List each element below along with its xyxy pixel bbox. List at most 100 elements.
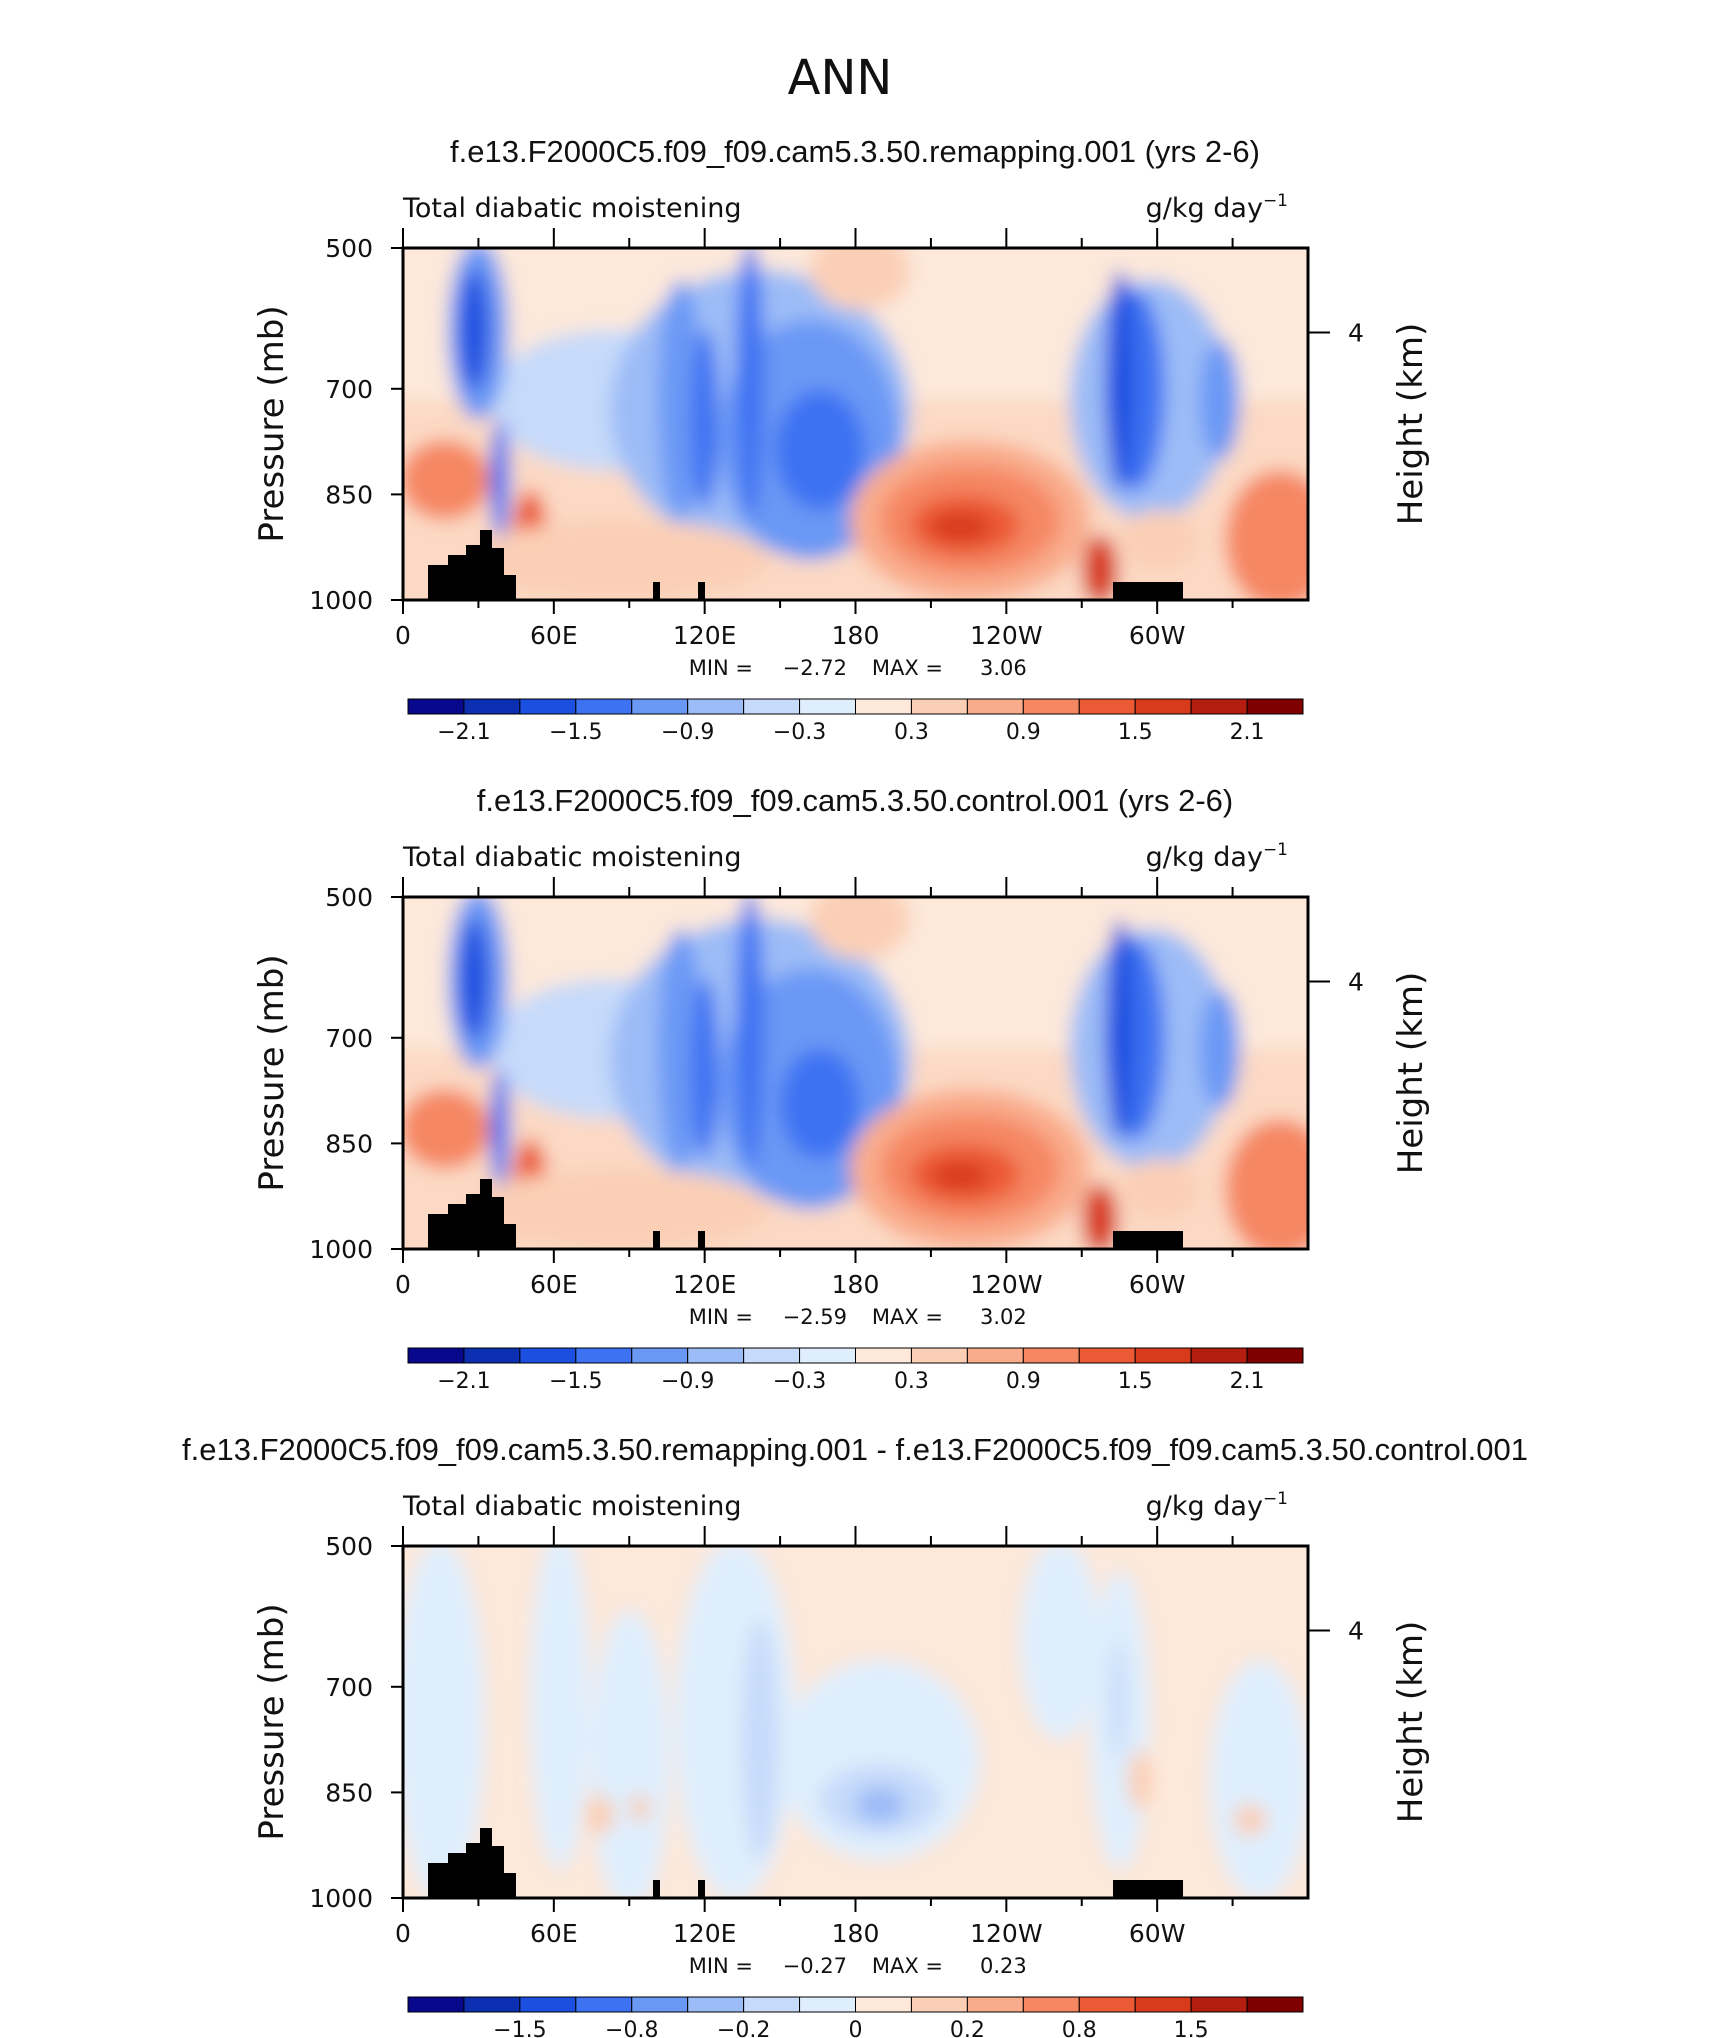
xtick-label: 120E xyxy=(673,621,737,650)
colorbar-bin xyxy=(1246,698,1304,715)
colorbar-label: −0.2 xyxy=(717,2018,770,2038)
colorbar-label: −0.9 xyxy=(661,1369,714,1394)
colorbar-label: 0.8 xyxy=(1062,2018,1097,2038)
colorbar-bin xyxy=(855,1996,912,2013)
colorbar-bin xyxy=(743,1347,801,1364)
panel-1-variable-label: Total diabatic moistening xyxy=(402,193,741,224)
xtick-label: 120E xyxy=(673,1270,737,1299)
xtick-label: 120W xyxy=(970,621,1042,650)
panel-1-ylabel: Pressure (mb) xyxy=(252,305,292,542)
colorbar-label: −1.5 xyxy=(549,720,602,745)
panel-1-topography xyxy=(428,530,1183,600)
panel-2-ylabel: Pressure (mb) xyxy=(252,954,292,1191)
panel-3-contour-field xyxy=(403,1546,1308,1898)
colorbar-label: −1.5 xyxy=(493,2018,546,2038)
xtick-label: 0 xyxy=(395,621,411,650)
colorbar-label: 1.5 xyxy=(1118,1369,1153,1394)
colorbar-bin xyxy=(799,698,856,715)
panel-1-title: f.e13.F2000C5.f09_f09.cam5.3.50.remappin… xyxy=(450,134,1260,169)
colorbar-bin xyxy=(1022,698,1080,715)
panel-2-variable-label: Total diabatic moistening xyxy=(402,842,741,873)
colorbar-bin xyxy=(407,1996,465,2013)
colorbar-bin xyxy=(463,1347,521,1364)
panel-1-min-label: MIN = xyxy=(689,656,753,680)
xtick-label: 0 xyxy=(395,1270,411,1299)
colorbar-bin xyxy=(910,1347,968,1364)
colorbar-bin xyxy=(1246,1347,1304,1364)
xtick-label: 120W xyxy=(970,1919,1042,1948)
colorbar-bin xyxy=(1134,698,1192,715)
colorbar-label: 0 xyxy=(849,2018,863,2038)
colorbar-bin xyxy=(1078,1996,1136,2013)
colorbar-label: −0.8 xyxy=(605,2018,658,2038)
colorbar-bin xyxy=(799,1347,856,1364)
colorbar-bin xyxy=(743,1996,801,2013)
colorbar-bin xyxy=(631,1996,689,2013)
colorbar-bin xyxy=(1190,698,1248,715)
xtick-label: 60W xyxy=(1129,1270,1186,1299)
panel-1-max-label: MAX = xyxy=(872,656,943,680)
colorbar-bin xyxy=(575,1347,633,1364)
colorbar-bin xyxy=(687,698,745,715)
colorbar-bin xyxy=(966,1996,1024,2013)
colorbar-bin xyxy=(910,698,968,715)
xtick-label: 60E xyxy=(530,1919,578,1948)
ytick-right-label: 4 xyxy=(1348,318,1364,347)
panel-3-max-value: 0.23 xyxy=(980,1954,1027,1978)
panel-1-units: g/kg day−1 xyxy=(1146,191,1288,224)
panel-3-colorbar: −1.5 −0.8 −0.2 0 0.2 0.8 1.5 xyxy=(407,1996,1304,2038)
panel-3-variable-label: Total diabatic moistening xyxy=(402,1491,741,1522)
colorbar-label: 0.9 xyxy=(1006,720,1041,745)
panel-3-min-label: MIN = xyxy=(689,1954,753,1978)
ytick-label: 500 xyxy=(325,1532,373,1561)
colorbar-bin xyxy=(407,698,465,715)
colorbar-label: 1.5 xyxy=(1174,2018,1209,2038)
colorbar-bin xyxy=(687,1996,745,2013)
panel-1-ylabel-right: Height (km) xyxy=(1391,323,1431,526)
panel-2-min-label: MIN = xyxy=(689,1305,753,1329)
panel-2: f.e13.F2000C5.f09_f09.cam5.3.50.control.… xyxy=(252,783,1431,1394)
panel-1-max-value: 3.06 xyxy=(980,656,1027,680)
colorbar-label: 0.3 xyxy=(894,1369,929,1394)
colorbar-label: 2.1 xyxy=(1230,1369,1265,1394)
ytick-label: 1000 xyxy=(309,1235,373,1264)
panel-3: f.e13.F2000C5.f09_f09.cam5.3.50.remappin… xyxy=(182,1432,1528,2038)
panel-1-axes: 500 700 850 1000 4 0 60E 120E 180 120W 60W xyxy=(309,228,1364,650)
colorbar-label: −0.3 xyxy=(773,720,826,745)
colorbar-bin xyxy=(855,1347,912,1364)
panel-2-colorbar: −2.1 −1.5 −0.9 −0.3 0.3 0.9 1.5 2.1 xyxy=(407,1347,1304,1394)
colorbar-label: 0.3 xyxy=(894,720,929,745)
colorbar-bin xyxy=(463,1996,521,2013)
colorbar-bin xyxy=(687,1347,745,1364)
panel-1-field-blobs xyxy=(403,248,1308,600)
colorbar-bin xyxy=(519,1347,577,1364)
colorbar-bin xyxy=(966,698,1024,715)
panel-3-axes: 500 700 850 1000 4 0 60E 120E 180 120W 60W xyxy=(309,1526,1364,1948)
colorbar-bin xyxy=(799,1996,856,2013)
panel-3-topography xyxy=(428,1828,1183,1898)
xtick-label: 180 xyxy=(832,1919,880,1948)
ytick-label: 700 xyxy=(325,375,373,404)
ytick-label: 500 xyxy=(325,234,373,263)
colorbar-bin xyxy=(1246,1996,1304,2013)
panel-3-field-blobs xyxy=(403,1546,1308,1898)
colorbar-bin xyxy=(519,1996,577,2013)
colorbar-label: −0.3 xyxy=(773,1369,826,1394)
ytick-label: 850 xyxy=(325,1129,373,1158)
colorbar-bin xyxy=(575,698,633,715)
colorbar-label: −0.9 xyxy=(661,720,714,745)
colorbar-bin xyxy=(1134,1347,1192,1364)
colorbar-bin xyxy=(1078,698,1136,715)
panel-2-ylabel-right: Height (km) xyxy=(1391,972,1431,1175)
colorbar-bin xyxy=(631,698,689,715)
panel-3-max-label: MAX = xyxy=(872,1954,943,1978)
ytick-right-label: 4 xyxy=(1348,967,1364,996)
xtick-label: 180 xyxy=(832,621,880,650)
colorbar-bin xyxy=(1022,1996,1080,2013)
ytick-label: 700 xyxy=(325,1673,373,1702)
colorbar-label: 1.5 xyxy=(1118,720,1153,745)
ytick-label: 1000 xyxy=(309,586,373,615)
xtick-label: 60E xyxy=(530,1270,578,1299)
panel-3-title: f.e13.F2000C5.f09_f09.cam5.3.50.remappin… xyxy=(182,1432,1528,1467)
